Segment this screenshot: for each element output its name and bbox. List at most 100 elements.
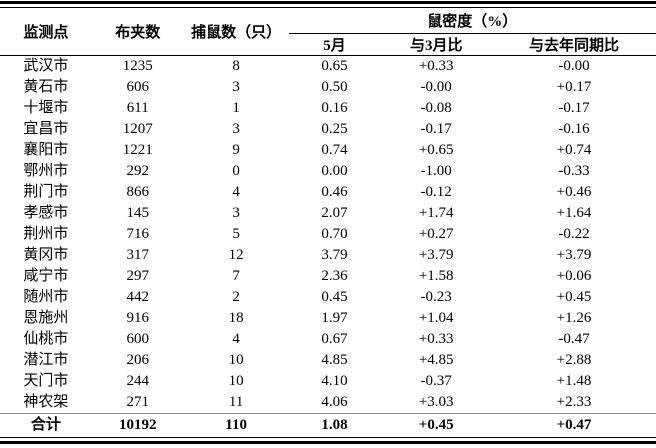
cell-may: 0.00 (321, 163, 348, 179)
total-row: 合计 10192 110 1.08 +0.45 +0.47 (0, 413, 656, 438)
cell-traps: 866 (126, 184, 149, 200)
bottom-rule-thin (0, 437, 656, 438)
cell-traps: 244 (126, 373, 149, 389)
cell-may: 0.46 (321, 184, 348, 200)
cell-vs-last-year: -0.33 (558, 163, 590, 179)
cell-vs-march: +4.85 (418, 352, 454, 368)
table-row: 黄石市 606 3 0.50 -0.00 +0.17 (0, 77, 656, 98)
cell-vs-last-year: +1.48 (556, 373, 592, 389)
cell-may: 1.97 (321, 310, 348, 326)
cell-may: 4.85 (321, 352, 348, 368)
cell-caught: 0 (232, 163, 240, 179)
table-body: 武汉市 1235 8 0.65 +0.33 -0.00 黄石市 606 3 0.… (0, 56, 656, 414)
table-footer: 合计 10192 110 1.08 +0.45 +0.47 (0, 413, 656, 438)
cell-may: 0.25 (321, 121, 348, 137)
cell-may: 0.70 (321, 226, 348, 242)
cell-caught: 5 (232, 226, 240, 242)
cell-caught: 4 (232, 184, 240, 200)
cell-caught: 7 (232, 268, 240, 284)
cell-may: 4.06 (321, 394, 348, 410)
cell-may: 0.74 (321, 142, 348, 158)
table-row: 十堰市 611 1 0.16 -0.08 -0.17 (0, 98, 656, 119)
cell-caught: 3 (232, 121, 240, 137)
cell-vs-march: -0.37 (420, 373, 452, 389)
cell-vs-march: +3.79 (418, 247, 454, 263)
cell-vs-march: +1.58 (418, 268, 454, 284)
top-rule-thick (0, 1, 656, 4)
cell-may: 3.79 (321, 247, 348, 263)
cell-vs-last-year: -0.17 (558, 100, 590, 116)
cell-traps: 206 (126, 352, 149, 368)
total-traps: 10192 (118, 417, 157, 433)
cell-caught: 10 (228, 373, 244, 389)
cell-site: 鄂州市 (23, 163, 69, 179)
table-row: 咸宁市 297 7 2.36 +1.58 +0.06 (0, 266, 656, 287)
table-row: 宜昌市 1207 3 0.25 -0.17 -0.16 (0, 119, 656, 140)
cell-may: 0.67 (321, 331, 348, 347)
cell-vs-last-year: -0.00 (558, 58, 590, 74)
cell-vs-march: +0.27 (418, 226, 454, 242)
cell-site: 黄石市 (23, 79, 69, 95)
total-may: 1.08 (321, 417, 348, 433)
table-row: 武汉市 1235 8 0.65 +0.33 -0.00 (0, 56, 656, 78)
cell-may: 0.65 (321, 58, 348, 74)
col-header-traps: 布夹数 (115, 25, 161, 41)
cell-vs-march: -0.23 (420, 289, 452, 305)
cell-vs-march: +3.03 (418, 394, 454, 410)
cell-vs-last-year: +0.46 (556, 184, 592, 200)
cell-caught: 9 (232, 142, 240, 158)
cell-caught: 3 (232, 79, 240, 95)
cell-site: 恩施州 (23, 310, 69, 326)
cell-site: 黄冈市 (23, 247, 69, 263)
cell-may: 4.10 (321, 373, 348, 389)
cell-site: 襄阳市 (23, 142, 69, 158)
bottom-rule-thick (0, 441, 656, 444)
cell-vs-last-year: +0.06 (556, 268, 592, 284)
table-row: 神农架 271 11 4.06 +3.03 +2.33 (0, 392, 656, 414)
cell-vs-last-year: +2.88 (556, 352, 592, 368)
cell-vs-last-year: +0.45 (556, 289, 592, 305)
cell-site: 仙桃市 (23, 331, 69, 347)
cell-traps: 611 (126, 100, 149, 116)
cell-may: 0.16 (321, 100, 348, 116)
cell-caught: 3 (232, 205, 240, 221)
cell-traps: 1221 (122, 142, 153, 158)
cell-site: 荆州市 (23, 226, 69, 242)
cell-may: 2.36 (321, 268, 348, 284)
cell-vs-last-year: -0.47 (558, 331, 590, 347)
cell-caught: 2 (232, 289, 240, 305)
cell-caught: 1 (232, 100, 240, 116)
cell-site: 天门市 (23, 373, 69, 389)
table-row: 潜江市 206 10 4.85 +4.85 +2.88 (0, 350, 656, 371)
col-header-may: 5月 (323, 38, 346, 54)
cell-site: 宜昌市 (23, 121, 69, 137)
cell-site: 孝感市 (23, 205, 69, 221)
cell-traps: 1207 (122, 121, 153, 137)
cell-vs-march: +1.74 (418, 205, 454, 221)
cell-vs-march: +0.33 (418, 58, 454, 74)
cell-traps: 442 (126, 289, 149, 305)
total-caught: 110 (225, 417, 247, 433)
cell-caught: 8 (232, 58, 240, 74)
cell-vs-march: -1.00 (420, 163, 452, 179)
col-header-vs-last-year: 与去年同期比 (528, 38, 619, 54)
cell-vs-last-year: -0.16 (558, 121, 590, 137)
cell-vs-march: -0.17 (420, 121, 452, 137)
cell-vs-last-year: +0.17 (556, 79, 592, 95)
table-row: 恩施州 916 18 1.97 +1.04 +1.26 (0, 308, 656, 329)
table-row: 仙桃市 600 4 0.67 +0.33 -0.47 (0, 329, 656, 350)
cell-site: 随州市 (23, 289, 69, 305)
cell-may: 0.50 (321, 79, 348, 95)
table-row: 荆门市 866 4 0.46 -0.12 +0.46 (0, 182, 656, 203)
cell-traps: 1235 (122, 58, 153, 74)
cell-may: 2.07 (321, 205, 348, 221)
table-row: 襄阳市 1221 9 0.74 +0.65 +0.74 (0, 140, 656, 161)
cell-traps: 145 (126, 205, 149, 221)
cell-caught: 4 (232, 331, 240, 347)
rat-density-table: 监测点 布夹数 捕鼠数（只） 鼠密度（%） 5月 与3月比 与去年同期比 武汉市… (0, 8, 656, 437)
cell-site: 荆门市 (23, 184, 69, 200)
cell-vs-march: +0.65 (418, 142, 454, 158)
cell-vs-march: +1.04 (418, 310, 454, 326)
cell-vs-last-year: +0.74 (556, 142, 592, 158)
